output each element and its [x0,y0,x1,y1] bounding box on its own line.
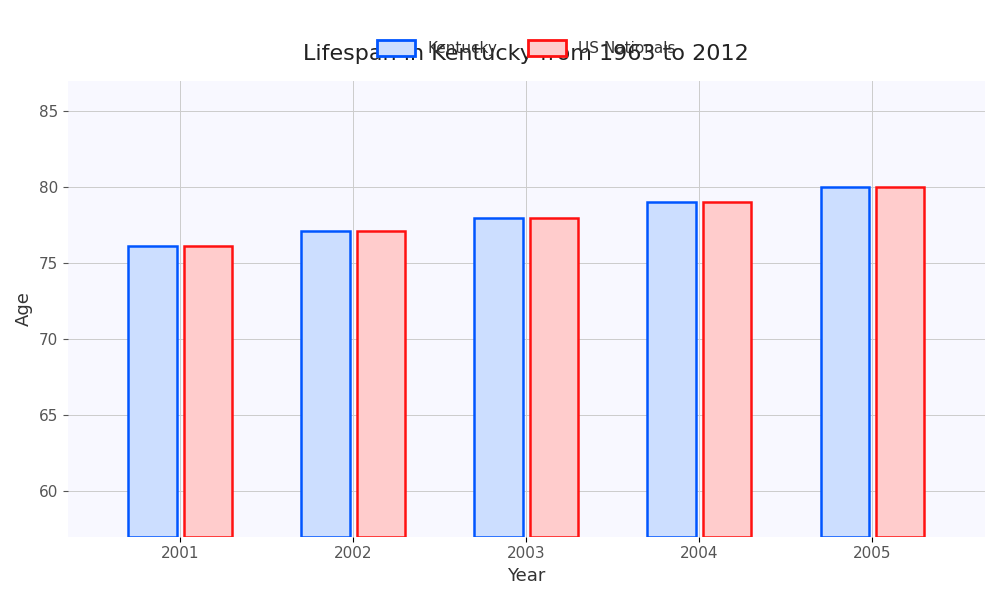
Bar [703,202,751,537]
Legend: Kentucky, US Nationals: Kentucky, US Nationals [371,34,682,62]
Title: Lifespan in Kentucky from 1963 to 2012: Lifespan in Kentucky from 1963 to 2012 [303,44,749,64]
Bar [474,218,523,537]
Bar [530,218,578,537]
Bar [184,247,232,537]
Bar [128,247,177,537]
X-axis label: Year: Year [507,567,546,585]
Bar [357,231,405,537]
Y-axis label: Age: Age [15,292,33,326]
Bar [876,187,924,537]
Bar [301,231,350,537]
Bar [647,202,696,537]
Bar [821,187,869,537]
